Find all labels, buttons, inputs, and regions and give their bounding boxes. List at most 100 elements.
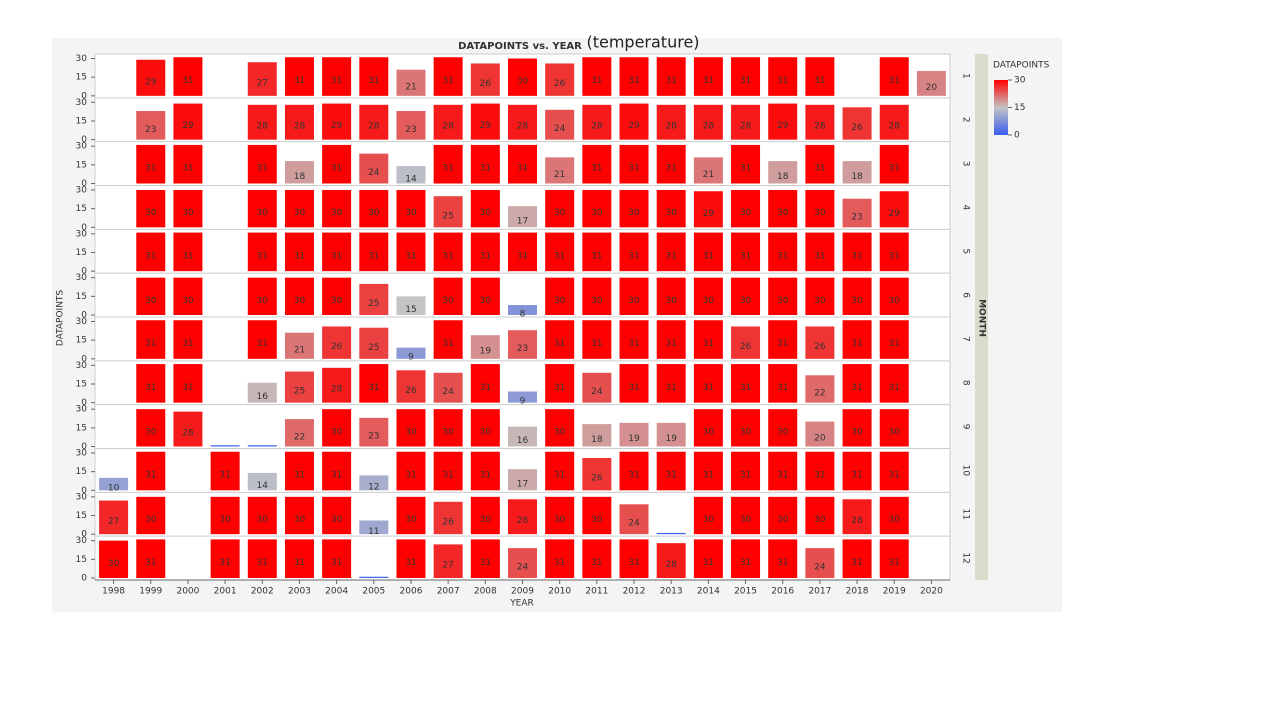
bar — [508, 144, 537, 184]
data-label: 25 — [294, 387, 305, 397]
data-label: 31 — [368, 251, 379, 261]
data-label: 18 — [591, 435, 603, 445]
bar — [656, 104, 686, 140]
data-label: 31 — [665, 339, 676, 349]
data-label: 30 — [554, 296, 566, 306]
bar — [136, 451, 166, 491]
data-label: 31 — [591, 558, 602, 568]
bar — [284, 232, 314, 272]
data-label: 31 — [889, 251, 900, 261]
data-label: 31 — [740, 558, 751, 568]
data-label: 31 — [257, 339, 268, 349]
y-tick-label: 0 — [81, 179, 87, 189]
bar — [619, 189, 649, 228]
bar — [173, 189, 203, 228]
bar — [731, 326, 761, 359]
bar — [582, 104, 612, 140]
x-tick-label: 2014 — [697, 587, 720, 597]
bar — [879, 191, 909, 228]
bar — [284, 57, 314, 96]
y-tick-label: 30 — [76, 317, 88, 327]
bar — [433, 409, 463, 447]
bar — [396, 496, 426, 535]
bar — [842, 409, 872, 447]
data-label: 28 — [368, 122, 380, 132]
data-label: 30 — [703, 427, 715, 437]
data-label: 18 — [851, 172, 863, 182]
bar — [879, 539, 909, 578]
bar — [656, 144, 686, 184]
data-label: 24 — [814, 563, 826, 573]
data-label: 21 — [294, 345, 305, 355]
y-tick-label: 0 — [81, 398, 87, 408]
y-tick-label: 15 — [76, 336, 87, 346]
data-label: 31 — [145, 471, 156, 481]
bar — [731, 104, 761, 140]
data-label: 24 — [517, 563, 529, 573]
bar — [470, 496, 500, 535]
bar — [396, 539, 426, 578]
bar — [284, 332, 314, 359]
x-tick-label: 2013 — [660, 587, 683, 597]
data-label: 31 — [591, 76, 602, 86]
bar — [656, 422, 686, 447]
bar — [582, 189, 612, 228]
bar — [768, 451, 798, 491]
data-label: 31 — [628, 251, 639, 261]
bar — [247, 189, 277, 228]
data-label: 28 — [517, 122, 529, 132]
bar — [731, 57, 761, 96]
bar — [396, 189, 426, 228]
y-tick-label: 0 — [81, 486, 87, 496]
data-label: 31 — [889, 164, 900, 174]
bar — [322, 539, 352, 578]
bar — [210, 445, 240, 447]
bar — [805, 232, 835, 272]
y-tick-label: 30 — [76, 492, 88, 502]
data-label: 31 — [554, 471, 565, 481]
bar — [322, 232, 352, 272]
y-tick-label: 30 — [76, 54, 88, 64]
bar — [99, 500, 129, 535]
data-label: 31 — [480, 164, 491, 174]
data-label: 31 — [219, 471, 230, 481]
y-tick-label: 15 — [76, 248, 87, 258]
data-label: 31 — [628, 164, 639, 174]
data-label: 30 — [108, 559, 120, 569]
bar — [619, 422, 649, 447]
facet-value: 12 — [961, 552, 971, 563]
bar — [842, 539, 872, 578]
data-label: 31 — [740, 76, 751, 86]
bar — [693, 451, 723, 491]
data-label: 26 — [331, 342, 343, 352]
bar — [508, 330, 537, 359]
bar — [508, 548, 537, 578]
data-label: 31 — [628, 471, 639, 481]
bar — [619, 277, 649, 315]
data-label: 18 — [294, 172, 306, 182]
data-label: 30 — [294, 296, 306, 306]
data-label: 30 — [331, 515, 343, 525]
bar — [842, 499, 872, 535]
bar — [99, 540, 129, 578]
y-tick-label: 30 — [76, 448, 88, 458]
bar — [693, 232, 723, 272]
bar — [656, 543, 686, 578]
bar — [210, 451, 240, 491]
bar — [470, 409, 500, 447]
bar — [322, 57, 352, 96]
data-label: 30 — [665, 208, 677, 218]
data-label: 21 — [703, 170, 714, 180]
bar — [322, 451, 352, 491]
bar — [136, 496, 166, 535]
bar — [582, 424, 612, 447]
data-label: 22 — [814, 388, 825, 398]
data-label: 31 — [665, 76, 676, 86]
y-tick-label: 15 — [76, 160, 87, 170]
bar — [731, 539, 761, 578]
bar — [359, 576, 389, 578]
data-label: 31 — [554, 251, 565, 261]
bar — [210, 496, 240, 535]
data-label: 28 — [517, 516, 529, 526]
data-label: 31 — [331, 76, 342, 86]
